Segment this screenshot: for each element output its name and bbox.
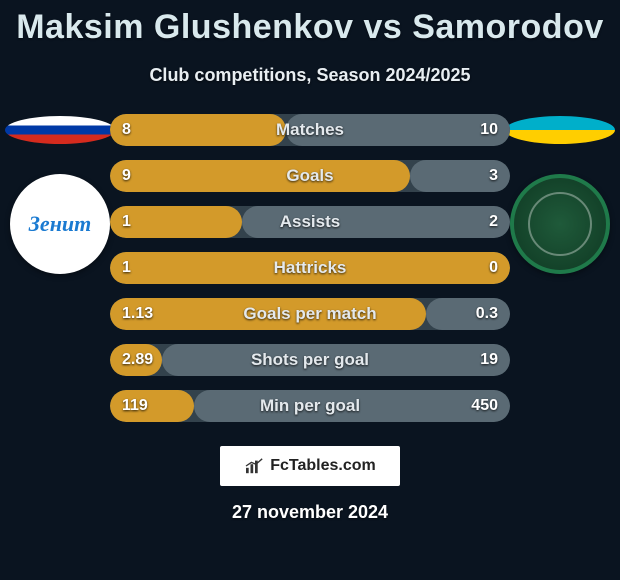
stat-row: 1Hattricks0 [110, 252, 510, 284]
club-badge-left: Зенит [10, 174, 110, 274]
page-subtitle: Club competitions, Season 2024/2025 [0, 65, 620, 86]
stat-row: 9Goals3 [110, 160, 510, 192]
stat-row: 1Assists2 [110, 206, 510, 238]
date-label: 27 november 2024 [0, 502, 620, 523]
bar-left-fill [110, 390, 194, 422]
bar-right-fill [194, 390, 510, 422]
stat-row: 1.13Goals per match0.3 [110, 298, 510, 330]
flag-icon-left [5, 116, 115, 144]
bar-left-fill [110, 160, 410, 192]
brand-logo: FcTables.com [220, 446, 400, 486]
club-label-left: Зенит [29, 211, 92, 237]
bar-left-fill [110, 114, 286, 146]
bar-right-fill [162, 344, 510, 376]
bar-right-fill [410, 160, 510, 192]
bar-left-fill [110, 252, 510, 284]
bar-right-fill [242, 206, 510, 238]
flag-icon-right [505, 116, 615, 144]
bar-right-fill [286, 114, 510, 146]
stat-row: 119Min per goal450 [110, 390, 510, 422]
stat-row: 8Matches10 [110, 114, 510, 146]
right-player-column [500, 114, 620, 274]
stats-bars: 8Matches10 9Goals3 1Assists2 1Hattricks0 1.1… [110, 114, 510, 422]
comparison-content: Зенит 8Matches10 9Goals3 1Assists2 1Hattric… [0, 114, 620, 422]
club-badge-right [510, 174, 610, 274]
stat-row: 2.89Shots per goal19 [110, 344, 510, 376]
page-title: Maksim Glushenkov vs Samorodov [0, 0, 620, 47]
bar-right-fill [426, 298, 510, 330]
bar-left-fill [110, 298, 426, 330]
bar-left-fill [110, 344, 162, 376]
bar-left-fill [110, 206, 242, 238]
chart-icon [244, 457, 266, 475]
brand-text: FcTables.com [270, 457, 376, 475]
left-player-column: Зенит [0, 114, 120, 274]
